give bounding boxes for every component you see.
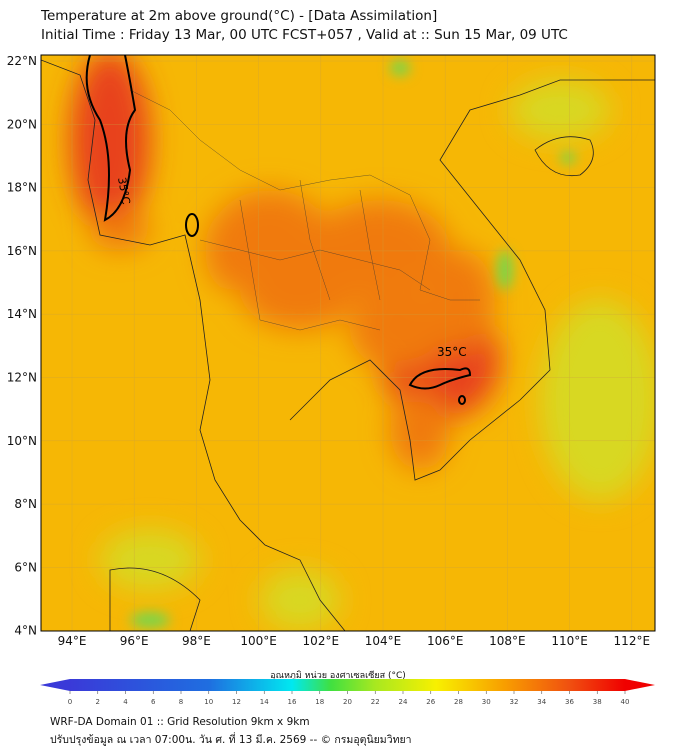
- lat-tick-label: 18°N: [7, 181, 37, 195]
- lon-tick-label: 94°E: [58, 634, 87, 648]
- colorbar-tick-label: 24: [399, 698, 408, 706]
- colorbar-tick-label: 4: [123, 698, 128, 706]
- colorbar-tick-label: 34: [537, 698, 546, 706]
- map-title: Temperature at 2m above ground(°C) - [Da…: [41, 8, 438, 24]
- lat-tick-label: 12°N: [7, 371, 37, 385]
- lon-tick-label: 112°E: [614, 634, 651, 648]
- temp-region: [70, 55, 150, 230]
- lat-tick-label: 8°N: [14, 497, 37, 511]
- lat-tick-label: 16°N: [7, 244, 37, 258]
- lat-tick-label: 10°N: [7, 434, 37, 448]
- lon-tick-label: 102°E: [303, 634, 340, 648]
- colorbar-tick-label: 16: [288, 698, 297, 706]
- lat-tick-label: 14°N: [7, 307, 37, 321]
- colorbar-tick-label: 12: [232, 698, 241, 706]
- colorbar: 0 2 4 6 8 10 12 14 16 18 20 22 24 26 28 30 32 34 36 38 40: [40, 679, 655, 706]
- cool-spot: [390, 60, 410, 76]
- colorbar-tick-label: 2: [96, 698, 100, 706]
- colorbar-tick-label: 30: [482, 698, 491, 706]
- temp-region: [260, 570, 340, 630]
- colorbar-tick-label: 0: [68, 698, 72, 706]
- lat-tick-label: 20°N: [7, 117, 37, 131]
- lon-tick-label: 110°E: [551, 634, 588, 648]
- temp-region: [100, 530, 200, 590]
- province-borders: [129, 89, 480, 331]
- lat-tick-label: 6°N: [14, 560, 37, 574]
- colorbar-tick-label: 10: [204, 698, 213, 706]
- temp-region: [240, 250, 360, 330]
- lon-tick-label: 108°E: [489, 634, 526, 648]
- colorbar-tick-label: 6: [151, 698, 156, 706]
- colorbar-tick-label: 8: [179, 698, 183, 706]
- map-subtitle: Initial Time : Friday 13 Mar, 00 UTC FCS…: [41, 27, 568, 43]
- colorbar-tick-label: 26: [426, 698, 435, 706]
- footer-update-info: ปรับปรุงข้อมูล ณ เวลา 07:00น. วัน ศ. ที่…: [50, 734, 412, 746]
- colorbar-tick-label: 38: [593, 698, 602, 706]
- contour-35c: [85, 55, 472, 405]
- colorbar-tick-label: 40: [621, 698, 630, 706]
- colorbar-tick-label: 18: [315, 698, 324, 706]
- map-frame: [40, 54, 656, 632]
- lat-tick-label: 22°N: [7, 54, 37, 68]
- colorbar-tick-label: 20: [343, 698, 352, 706]
- contour-label: 35°C: [115, 176, 133, 205]
- colorbar-tick-label: 32: [510, 698, 519, 706]
- cool-spot: [130, 612, 170, 628]
- colorbar-tick-label: 14: [260, 698, 269, 706]
- lon-tick-label: 100°E: [240, 634, 277, 648]
- lon-tick-label: 106°E: [427, 634, 464, 648]
- temp-region: [510, 80, 610, 140]
- colorbar-tick-label: 22: [371, 698, 380, 706]
- temp-region: [390, 390, 450, 470]
- colorbar-title: อุณหภูมิ หน่วย องศาเซลเซียส (°C): [270, 671, 406, 681]
- cool-spot: [497, 250, 513, 290]
- footer-model-info: WRF-DA Domain 01 :: Grid Resolution 9km …: [50, 716, 310, 728]
- temp-region: [540, 300, 655, 500]
- temperature-field: 35°C 35°C: [41, 55, 655, 631]
- lon-tick-label: 96°E: [120, 634, 149, 648]
- colorbar-tick-label: 36: [565, 698, 574, 706]
- temp-region: [350, 290, 450, 370]
- contour-label: 35°C: [437, 345, 467, 359]
- colorbar-tick-label: 28: [454, 698, 463, 706]
- lon-tick-label: 104°E: [365, 634, 402, 648]
- cool-spot: [560, 152, 576, 164]
- coastline: [41, 59, 655, 631]
- temperature-map: 35°C 35°C 22°N 20°N 18°N 16°N 14°N 12°N 10°N 8°…: [7, 54, 656, 648]
- temp-region: [205, 210, 255, 290]
- lon-tick-label: 98°E: [182, 634, 211, 648]
- lat-tick-label: 4°N: [14, 624, 37, 638]
